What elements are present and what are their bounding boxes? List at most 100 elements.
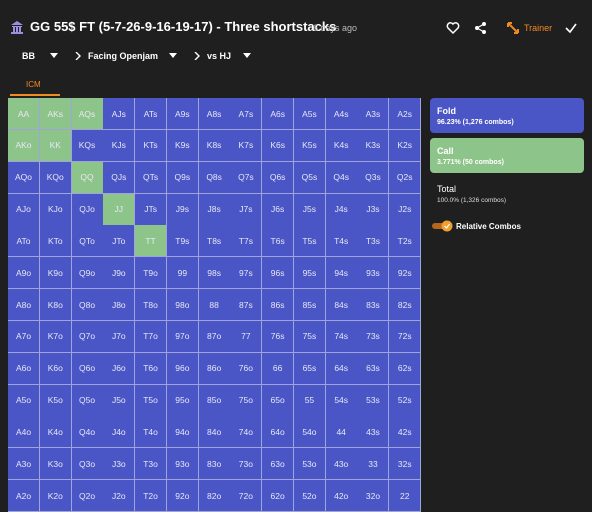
hand-cell[interactable]: J9o: [103, 257, 136, 290]
hand-cell[interactable]: 82s: [389, 289, 422, 322]
hand-cell[interactable]: K6o: [39, 352, 72, 385]
confirm-button[interactable]: [564, 21, 578, 35]
hand-cell[interactable]: A9o: [8, 257, 40, 290]
hand-cell[interactable]: 88: [198, 289, 231, 322]
hand-cell[interactable]: T7o: [135, 320, 168, 353]
hand-cell[interactable]: 84o: [198, 416, 231, 449]
hand-cell[interactable]: T9o: [135, 257, 168, 290]
hand-cell[interactable]: J3s: [357, 193, 390, 226]
hand-cell[interactable]: A5o: [8, 384, 40, 417]
hand-cell[interactable]: 86s: [262, 289, 295, 322]
favorite-button[interactable]: [446, 21, 460, 35]
hand-cell[interactable]: J2o: [103, 480, 136, 512]
hand-cell[interactable]: 33: [357, 448, 390, 481]
hand-cell[interactable]: 85o: [198, 384, 231, 417]
hand-cell[interactable]: 32s: [389, 448, 422, 481]
hand-cell[interactable]: 65s: [293, 352, 326, 385]
hand-cell[interactable]: Q3s: [357, 161, 390, 194]
hand-cell[interactable]: A2o: [8, 480, 40, 512]
hand-cell[interactable]: T6s: [262, 225, 295, 258]
opponent-select[interactable]: vs HJ: [207, 51, 232, 61]
hand-cell[interactable]: KJo: [39, 193, 72, 226]
hand-cell[interactable]: T5s: [293, 225, 326, 258]
hand-cell[interactable]: J6s: [262, 193, 295, 226]
hand-cell[interactable]: 72s: [389, 320, 422, 353]
hand-cell[interactable]: Q4s: [325, 161, 358, 194]
hand-cell[interactable]: Q6o: [71, 352, 104, 385]
hand-cell[interactable]: Q8o: [71, 289, 104, 322]
hand-cell[interactable]: 63o: [262, 448, 295, 481]
hand-cell[interactable]: 73s: [357, 320, 390, 353]
hand-cell[interactable]: A6o: [8, 352, 40, 385]
hand-cell[interactable]: J8o: [103, 289, 136, 322]
hand-cell[interactable]: J5s: [293, 193, 326, 226]
hand-cell[interactable]: K7s: [230, 129, 263, 162]
hand-cell[interactable]: J2s: [389, 193, 422, 226]
hand-cell[interactable]: AQs: [71, 98, 104, 130]
hand-cell[interactable]: T9s: [166, 225, 199, 258]
hand-cell[interactable]: 92o: [166, 480, 199, 512]
hand-cell[interactable]: 62o: [262, 480, 295, 512]
hand-cell[interactable]: 73o: [230, 448, 263, 481]
hand-cell[interactable]: 54s: [325, 384, 358, 417]
hand-cell[interactable]: A5s: [293, 98, 326, 130]
hand-cell[interactable]: 65o: [262, 384, 295, 417]
hand-cell[interactable]: T8o: [135, 289, 168, 322]
hand-cell[interactable]: Q7o: [71, 320, 104, 353]
hand-cell[interactable]: KQo: [39, 161, 72, 194]
hand-cell[interactable]: AKs: [39, 98, 72, 130]
hand-cell[interactable]: T6o: [135, 352, 168, 385]
hand-cell[interactable]: QJo: [71, 193, 104, 226]
hand-cell[interactable]: AJs: [103, 98, 136, 130]
trainer-icon[interactable]: [506, 21, 520, 35]
hand-cell[interactable]: 52o: [293, 480, 326, 512]
hand-cell[interactable]: 22: [389, 480, 422, 512]
share-button[interactable]: [474, 21, 488, 35]
situation-select[interactable]: Facing Openjam: [88, 51, 159, 61]
hand-cell[interactable]: 84s: [325, 289, 358, 322]
hand-cell[interactable]: 77: [230, 320, 263, 353]
hand-cell[interactable]: J6o: [103, 352, 136, 385]
hand-cell[interactable]: KK: [39, 129, 72, 162]
hand-cell[interactable]: 52s: [389, 384, 422, 417]
hand-cell[interactable]: Q2s: [389, 161, 422, 194]
hand-cell[interactable]: A4s: [325, 98, 358, 130]
hand-cell[interactable]: 93s: [357, 257, 390, 290]
hand-cell[interactable]: 42o: [325, 480, 358, 512]
trainer-button[interactable]: Trainer: [524, 23, 553, 33]
hand-cell[interactable]: JJ: [103, 193, 136, 226]
hand-cell[interactable]: T8s: [198, 225, 231, 258]
hand-cell[interactable]: KJs: [103, 129, 136, 162]
hand-cell[interactable]: 96o: [166, 352, 199, 385]
toggle-switch[interactable]: [432, 220, 454, 232]
hand-cell[interactable]: QTo: [71, 225, 104, 258]
hand-cell[interactable]: K2s: [389, 129, 422, 162]
hand-cell[interactable]: 87o: [198, 320, 231, 353]
hand-cell[interactable]: T2o: [135, 480, 168, 512]
hand-cell[interactable]: 76s: [262, 320, 295, 353]
hand-cell[interactable]: Q9s: [166, 161, 199, 194]
hand-cell[interactable]: QQ: [71, 161, 104, 194]
hand-cell[interactable]: 94s: [325, 257, 358, 290]
hand-cell[interactable]: Q7s: [230, 161, 263, 194]
hand-cell[interactable]: Q3o: [71, 448, 104, 481]
hand-cell[interactable]: AA: [8, 98, 40, 130]
hand-cell[interactable]: KTs: [135, 129, 168, 162]
hand-cell[interactable]: 43s: [357, 416, 390, 449]
hand-cell[interactable]: K4o: [39, 416, 72, 449]
hand-cell[interactable]: K2o: [39, 480, 72, 512]
hand-cell[interactable]: 85s: [293, 289, 326, 322]
hand-cell[interactable]: 97o: [166, 320, 199, 353]
hand-cell[interactable]: AQo: [8, 161, 40, 194]
hand-cell[interactable]: J4o: [103, 416, 136, 449]
hand-cell[interactable]: 86o: [198, 352, 231, 385]
hand-cell[interactable]: Q8s: [198, 161, 231, 194]
hand-cell[interactable]: J8s: [198, 193, 231, 226]
hand-cell[interactable]: Q5s: [293, 161, 326, 194]
hand-cell[interactable]: A7o: [8, 320, 40, 353]
hand-cell[interactable]: Q6s: [262, 161, 295, 194]
hand-cell[interactable]: 94o: [166, 416, 199, 449]
hand-cell[interactable]: J9s: [166, 193, 199, 226]
hand-cell[interactable]: J7o: [103, 320, 136, 353]
hand-cell[interactable]: JTs: [135, 193, 168, 226]
